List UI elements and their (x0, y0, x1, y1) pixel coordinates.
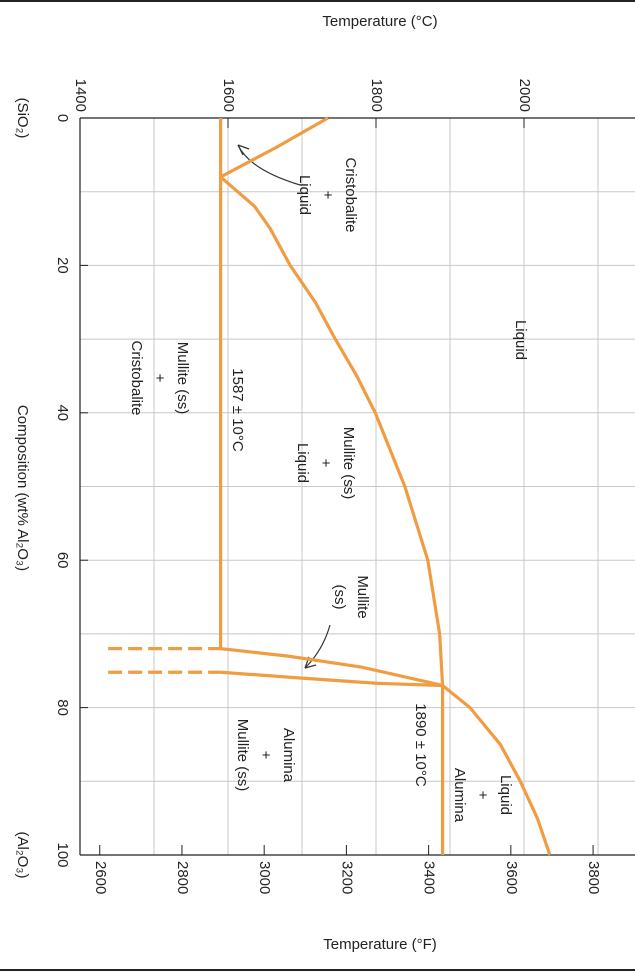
chart-title: Temperature (°C) (322, 13, 437, 30)
y-tick-label: 1400 (72, 79, 89, 112)
x-tick-label: 60 (54, 552, 71, 569)
x-right-label: (Al₂O₃) (14, 832, 31, 879)
region-label: Liquid (294, 443, 311, 483)
x-tick-label: 0 (54, 114, 71, 122)
region-label: Alumina (280, 728, 297, 783)
region-label: Cristobalite (128, 340, 145, 415)
x-tick-label: 80 (54, 699, 71, 716)
region-label: 1890 ± 10°C (412, 703, 429, 787)
y2-tick-label: 3600 (503, 861, 520, 894)
region-label: + (151, 374, 168, 383)
region-label: + (474, 791, 491, 800)
region-label: Mullite (ss) (234, 719, 251, 792)
region-label: Mullite (ss) (340, 427, 357, 500)
phase-boundary (219, 175, 445, 686)
phase-boundary (220, 647, 443, 688)
y-tick-label: 1800 (368, 79, 385, 112)
region-label: + (319, 191, 336, 200)
region-label: (ss) (331, 585, 348, 610)
region-label: Cristobalite (342, 157, 359, 232)
y-tick-label: 2000 (516, 79, 533, 112)
y2-tick-label: 3200 (338, 861, 355, 894)
region-label: Alumina (451, 768, 468, 823)
y-tick-label: 1600 (220, 79, 237, 112)
x-left-label: (SiO₂) (14, 98, 31, 139)
region-label: Mullite (ss) (174, 342, 191, 415)
region-label: + (317, 459, 334, 468)
arrow (304, 624, 331, 669)
arrow-head (237, 144, 250, 156)
plot: 1400 1600 1800 2000 2600 2800 3000 3200 3400 3600… (14, 79, 635, 894)
region-label: Liquid (497, 775, 514, 815)
x-axis-title: Composition (wt% Al₂O₃) (14, 405, 31, 571)
y2-tick-label: 3400 (421, 861, 438, 894)
y2-axis-title: Temperature (°F) (323, 936, 437, 953)
y2-tick-label: 3000 (256, 861, 273, 894)
region-label: Mullite (354, 575, 371, 618)
region-label: Liquid (512, 320, 529, 360)
y2-tick-label: 2800 (174, 861, 191, 894)
x-tick-label: 100 (54, 842, 71, 867)
x-tick-label: 20 (54, 257, 71, 274)
phase-boundary (220, 670, 443, 688)
phase-boundary (441, 684, 552, 856)
region-label: Liquid (296, 175, 313, 215)
y2-tick-label: 3800 (585, 861, 602, 894)
phase-boundary (219, 116, 329, 179)
region-label: + (257, 751, 274, 760)
y2-tick-label: 2600 (92, 861, 109, 894)
region-label: 1587 ± 10°C (229, 368, 246, 452)
x-tick-label: 40 (54, 404, 71, 421)
